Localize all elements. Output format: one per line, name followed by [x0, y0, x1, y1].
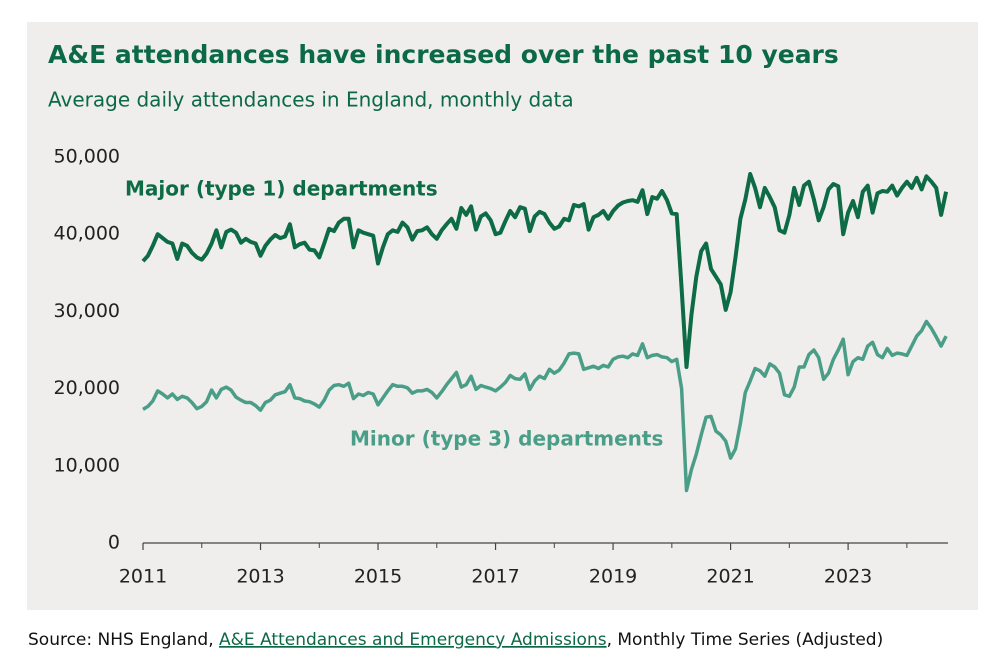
chart-subtitle: Average daily attendances in England, mo… — [48, 88, 574, 112]
x-tick-label: 2019 — [589, 566, 637, 588]
y-tick-label: 0 — [108, 532, 120, 554]
y-tick-label: 30,000 — [54, 300, 120, 322]
x-tick-label: 2023 — [824, 566, 872, 588]
chart-panel — [27, 22, 978, 610]
x-tick-label: 2017 — [471, 566, 519, 588]
x-tick-label: 2011 — [119, 566, 167, 588]
y-tick-label: 10,000 — [54, 454, 120, 476]
series-line — [142, 319, 948, 493]
series-label: Minor (type 3) departments — [350, 427, 663, 451]
source-link[interactable]: A&E Attendances and Emergency Admissions — [219, 630, 607, 650]
source-suffix: , Monthly Time Series (Adjusted) — [607, 630, 884, 650]
x-tick-label: 2021 — [706, 566, 754, 588]
y-tick-label: 20,000 — [54, 377, 120, 399]
y-tick-label: 50,000 — [54, 146, 120, 168]
x-tick-label: 2013 — [236, 566, 284, 588]
series-label: Major (type 1) departments — [125, 177, 438, 201]
y-tick-label: 40,000 — [54, 223, 120, 245]
chart-title: A&E attendances have increased over the … — [48, 40, 839, 69]
series-line — [141, 172, 949, 369]
source-prefix: Source: NHS England, — [28, 630, 219, 650]
source-note: Source: NHS England, A&E Attendances and… — [28, 630, 883, 650]
x-tick-label: 2015 — [354, 566, 402, 588]
